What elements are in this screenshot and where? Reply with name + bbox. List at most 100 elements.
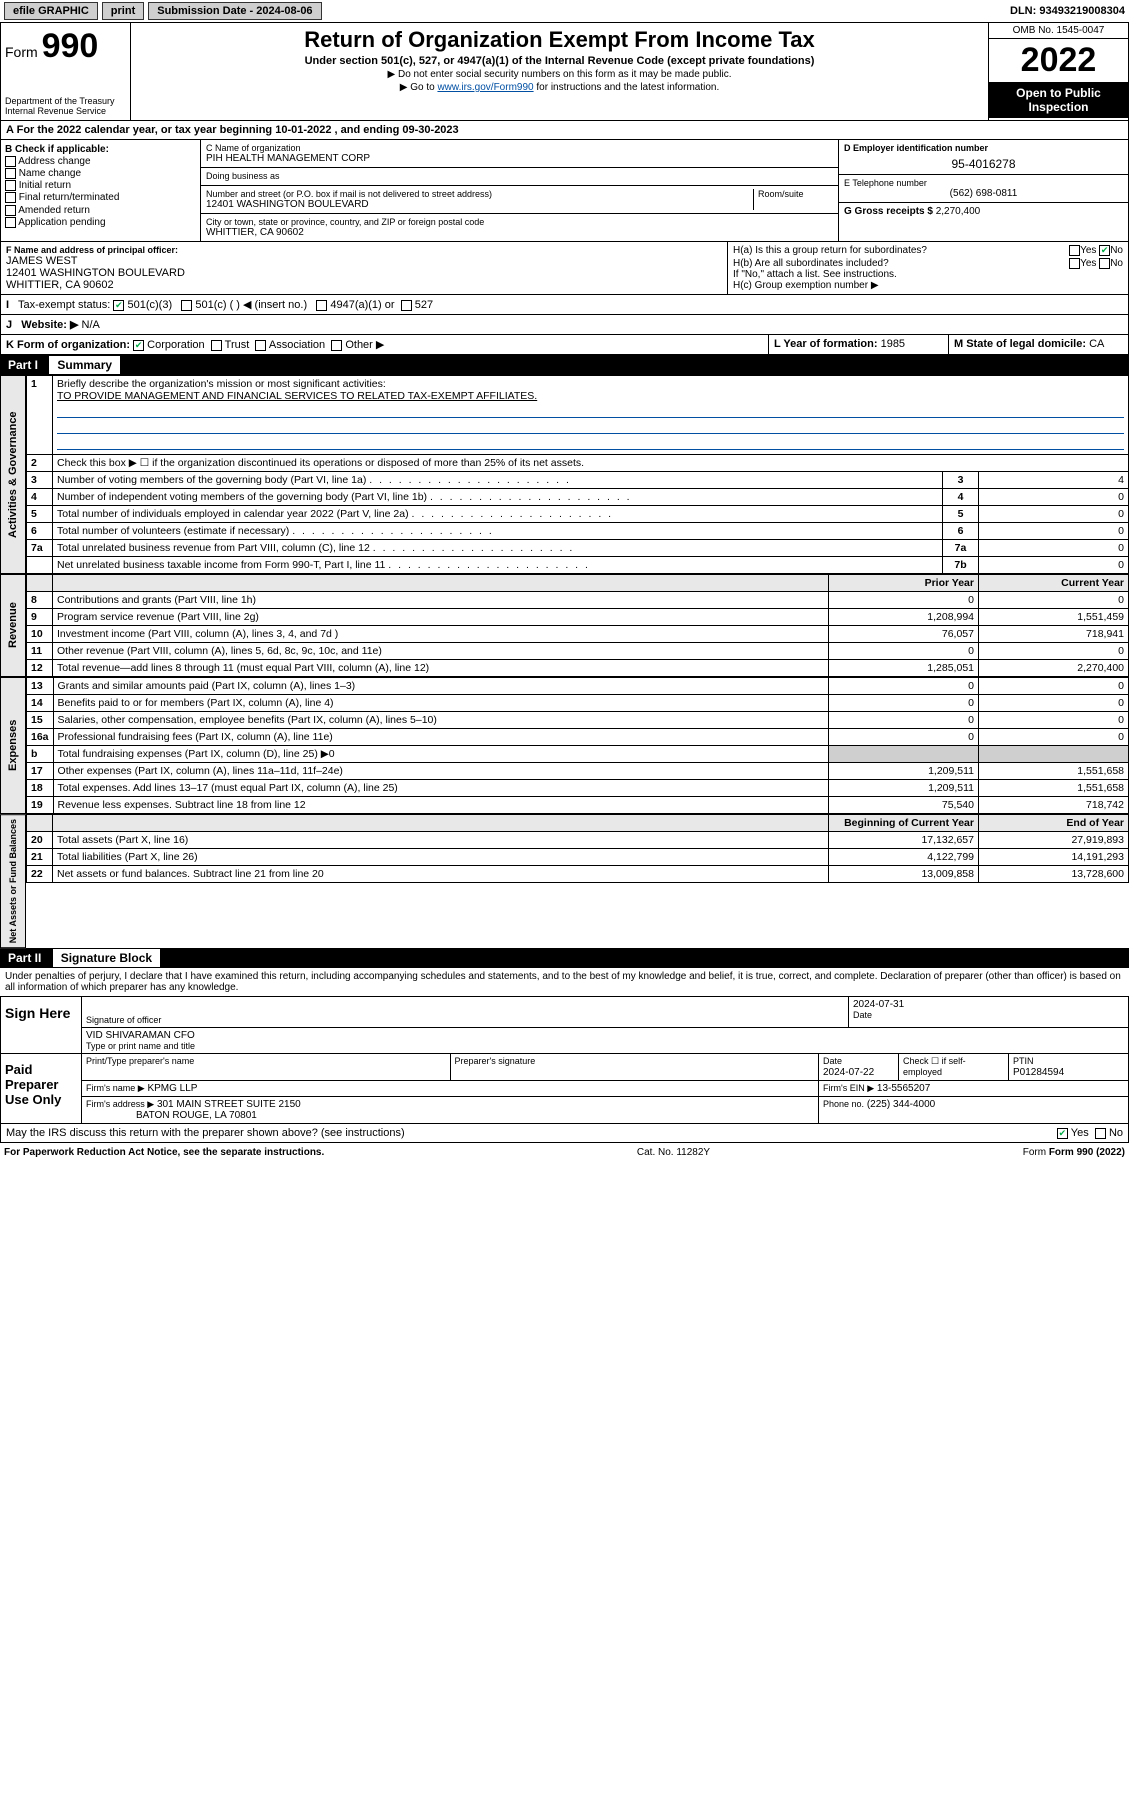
dln-label: DLN: 93493219008304: [1010, 5, 1125, 17]
col-current: Current Year: [979, 575, 1129, 592]
form-note1: ▶ Do not enter social security numbers o…: [139, 69, 980, 80]
check-4947[interactable]: [316, 300, 327, 311]
may-irs-yes[interactable]: [1057, 1128, 1068, 1139]
room-label: Room/suite: [758, 189, 833, 199]
table-row: 14Benefits paid to or for members (Part …: [27, 695, 1129, 712]
box-f: F Name and address of principal officer:…: [1, 242, 728, 294]
header-mid: Return of Organization Exempt From Incom…: [131, 23, 988, 120]
opt-corp: Corporation: [147, 339, 204, 351]
street-value: 12401 WASHINGTON BOULEVARD: [206, 199, 753, 210]
table-row: 4Number of independent voting members of…: [27, 489, 1129, 506]
check-pending[interactable]: Application pending: [5, 217, 196, 228]
prep-h3: Date: [823, 1056, 842, 1066]
form990-link[interactable]: www.irs.gov/Form990: [437, 82, 533, 93]
sig-date: 2024-07-31: [853, 999, 1124, 1010]
table-row: 11Other revenue (Part VIII, column (A), …: [27, 643, 1129, 660]
org-name-label: C Name of organization: [206, 143, 833, 153]
part2-header: Part II Signature Block: [0, 948, 1129, 968]
sig-officer-label: Signature of officer: [86, 1015, 844, 1025]
table-row: 16aProfessional fundraising fees (Part I…: [27, 729, 1129, 746]
period-pre: For the 2022 calendar year, or tax year …: [17, 124, 276, 136]
box-b: B Check if applicable: Address change Na…: [1, 140, 201, 241]
website-label: Website: ▶: [21, 319, 78, 331]
irs-label: Internal Revenue Service: [5, 106, 126, 116]
sign-here-block: Sign Here Signature of officer 2024-07-3…: [0, 996, 1129, 1054]
table-row: 9Program service revenue (Part VIII, lin…: [27, 609, 1129, 626]
header-left: Form 990 Department of the Treasury Inte…: [1, 23, 131, 120]
prep-h1: Print/Type preparer's name: [86, 1056, 194, 1066]
sig-date-label: Date: [853, 1010, 1124, 1020]
print-button[interactable]: print: [102, 2, 144, 20]
box-klm: K Form of organization: Corporation Trus…: [0, 335, 1129, 355]
revenue-table: Prior Year Current Year 8Contributions a…: [26, 574, 1129, 677]
opt-other: Other ▶: [345, 339, 384, 351]
check-trust[interactable]: [211, 340, 222, 351]
may-irs-no[interactable]: [1095, 1128, 1106, 1139]
box-c: C Name of organization PIH HEALTH MANAGE…: [201, 140, 838, 241]
check-other[interactable]: [331, 340, 342, 351]
firm-addr1: 301 MAIN STREET SUITE 2150: [157, 1099, 301, 1110]
part2-title: Signature Block: [53, 949, 160, 967]
may-irs-row: May the IRS discuss this return with the…: [0, 1124, 1129, 1143]
table-row: 5Total number of individuals employed in…: [27, 506, 1129, 523]
l-label: L Year of formation:: [774, 338, 878, 350]
section-fh: F Name and address of principal officer:…: [0, 242, 1129, 295]
line1-text: TO PROVIDE MANAGEMENT AND FINANCIAL SERV…: [57, 390, 537, 402]
col-prior: Prior Year: [829, 575, 979, 592]
phone-label: E Telephone number: [844, 178, 1123, 188]
header-right: OMB No. 1545-0047 2022 Open to Public In…: [988, 23, 1128, 120]
form-number: 990: [42, 27, 99, 65]
check-name[interactable]: Name change: [5, 168, 196, 179]
sig-name-label: Type or print name and title: [86, 1041, 1124, 1051]
ptin-label: PTIN: [1013, 1056, 1034, 1066]
check-501c3[interactable]: [113, 300, 124, 311]
footer-form: Form Form 990 (2022): [1023, 1147, 1125, 1158]
ha-label: H(a) Is this a group return for subordin…: [733, 245, 927, 256]
firm-phone: (225) 344-4000: [867, 1099, 935, 1110]
m-value: CA: [1089, 338, 1104, 350]
opt-assoc: Association: [269, 339, 325, 351]
prep-check: Check ☐ if self-employed: [903, 1056, 966, 1077]
box-j: J Website: ▶ N/A: [0, 315, 1129, 335]
part1-title: Summary: [49, 356, 120, 374]
check-initial[interactable]: Initial return: [5, 180, 196, 191]
firm-ein: 13-5565207: [877, 1083, 930, 1094]
city-value: WHITTIER, CA 90602: [206, 227, 833, 238]
dept-treasury: Department of the Treasury: [5, 96, 126, 106]
check-final[interactable]: Final return/terminated: [5, 192, 196, 203]
hb-no: No: [1110, 258, 1123, 269]
table-row: 7aTotal unrelated business revenue from …: [27, 540, 1129, 557]
form-subtitle: Under section 501(c), 527, or 4947(a)(1)…: [139, 55, 980, 67]
check-amended[interactable]: Amended return: [5, 205, 196, 216]
line2-text: Check this box ▶ ☐ if the organization d…: [53, 455, 1129, 472]
check-527[interactable]: [401, 300, 412, 311]
expenses-table: 13Grants and similar amounts paid (Part …: [26, 677, 1129, 814]
hc-label: H(c) Group exemption number ▶: [733, 280, 1123, 291]
check-501c[interactable]: [181, 300, 192, 311]
may-no-label: No: [1109, 1127, 1123, 1139]
check-corp[interactable]: [133, 340, 144, 351]
vside-governance: Activities & Governance: [0, 375, 26, 574]
may-yes-label: Yes: [1071, 1127, 1089, 1139]
vside-netassets: Net Assets or Fund Balances: [0, 814, 26, 948]
opt-501c3: 501(c)(3): [127, 299, 172, 311]
box-b-heading: B Check if applicable:: [5, 144, 196, 155]
firm-name: KPMG LLP: [147, 1083, 197, 1094]
opt-trust: Trust: [225, 339, 250, 351]
tax-status-label: Tax-exempt status:: [18, 299, 110, 311]
table-row: 18Total expenses. Add lines 13–17 (must …: [27, 780, 1129, 797]
table-row: 20Total assets (Part X, line 16)17,132,6…: [27, 832, 1129, 849]
officer-addr1: 12401 WASHINGTON BOULEVARD: [6, 267, 722, 279]
check-assoc[interactable]: [255, 340, 266, 351]
check-address[interactable]: Address change: [5, 156, 196, 167]
vside-expenses: Expenses: [0, 677, 26, 814]
gross-value: 2,270,400: [936, 206, 981, 217]
efile-button[interactable]: efile GRAPHIC: [4, 2, 98, 20]
table-row: 12Total revenue—add lines 8 through 11 (…: [27, 660, 1129, 677]
col-end: End of Year: [979, 815, 1129, 832]
footer-form-value: Form 990 (2022): [1049, 1147, 1125, 1158]
sig-name: VID SHIVARAMAN CFO: [86, 1030, 1124, 1041]
city-label: City or town, state or province, country…: [206, 217, 833, 227]
firm-phone-label: Phone no.: [823, 1099, 864, 1109]
submission-date-value: 2024-08-06: [256, 5, 312, 17]
